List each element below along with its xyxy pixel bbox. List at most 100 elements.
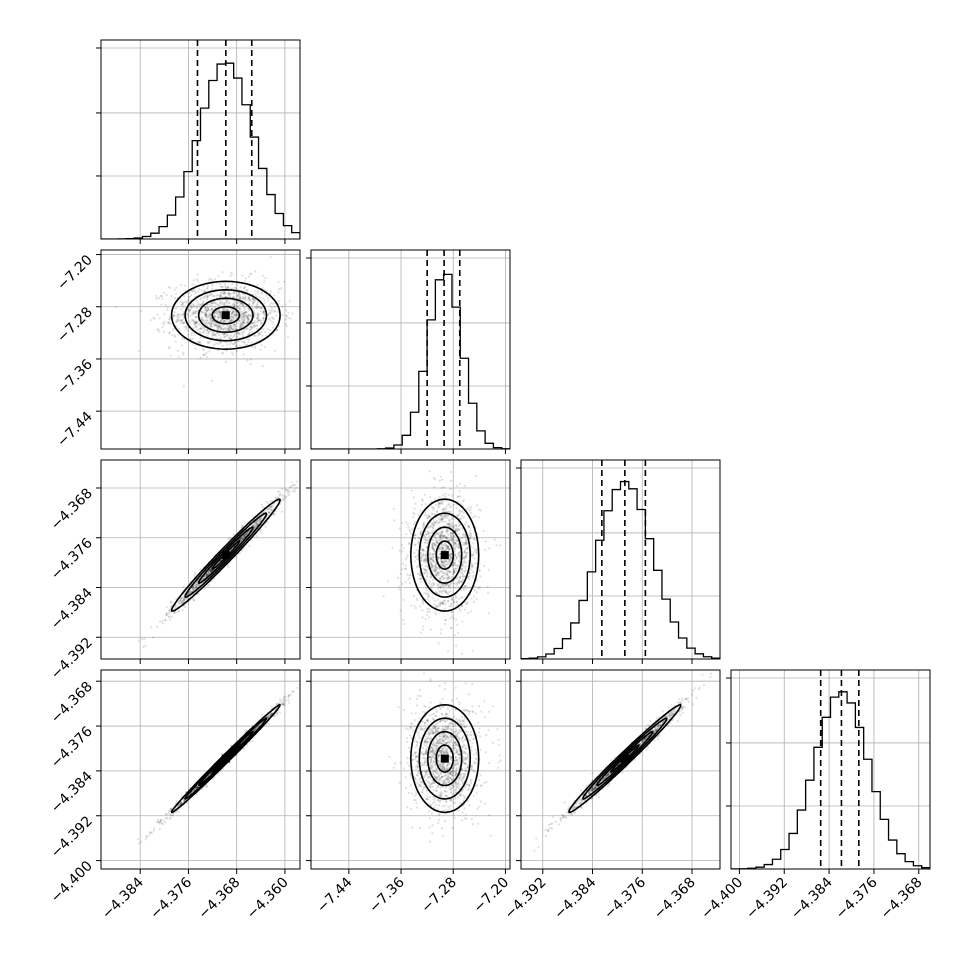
sample-point: [438, 546, 441, 549]
sample-point: [278, 490, 281, 493]
sample-point: [242, 305, 245, 308]
sample-point: [219, 295, 222, 298]
sample-point: [180, 308, 183, 311]
sample-point: [431, 597, 434, 600]
sample-point: [436, 510, 439, 513]
sample-point: [455, 540, 458, 543]
sample-point: [239, 538, 242, 541]
sample-point: [181, 608, 184, 611]
sample-point: [426, 572, 429, 575]
sample-point: [181, 301, 184, 304]
sample-point: [250, 322, 253, 325]
sample-point: [413, 523, 416, 526]
sample-point: [450, 539, 453, 543]
sample-point: [439, 514, 442, 518]
sample-point: [201, 325, 204, 328]
sample-point: [144, 838, 147, 841]
sample-point: [191, 587, 194, 590]
sample-point: [272, 318, 275, 321]
sample-point: [191, 597, 194, 600]
sample-point: [444, 514, 447, 518]
sample-point: [432, 559, 435, 562]
sample-point: [140, 841, 143, 844]
sample-point: [245, 343, 248, 346]
sample-point: [193, 599, 196, 602]
sample-point: [483, 548, 487, 552]
sample-point: [182, 302, 185, 305]
sample-point: [216, 328, 219, 331]
sample-point: [255, 521, 258, 524]
sample-point: [202, 353, 205, 356]
sample-point: [423, 560, 426, 563]
sample-point: [176, 316, 179, 319]
sample-point: [210, 569, 213, 572]
sample-point: [203, 587, 206, 590]
sample-point: [205, 319, 208, 322]
sample-point: [187, 329, 190, 332]
sample-point: [263, 310, 266, 314]
sample-point: [229, 325, 232, 328]
sample-point: [213, 314, 216, 317]
sample-point: [430, 566, 433, 569]
sample-point: [457, 579, 460, 582]
sample-point: [208, 309, 211, 312]
sample-point: [450, 565, 453, 568]
sample-point: [206, 329, 209, 332]
sample-point: [443, 565, 446, 568]
sample-point: [227, 327, 230, 330]
sample-point: [230, 318, 233, 322]
sample-point: [195, 786, 198, 789]
scatter-points: [382, 470, 502, 655]
sample-point: [427, 595, 431, 599]
sample-point: [393, 519, 396, 522]
sample-point: [234, 313, 237, 316]
sample-point: [242, 535, 245, 538]
sample-point: [280, 499, 283, 502]
sample-point: [452, 526, 455, 529]
sample-point: [224, 320, 227, 323]
sample-point: [433, 548, 436, 551]
sample-point: [426, 574, 429, 577]
sample-point: [402, 598, 405, 601]
sample-point: [479, 575, 482, 578]
sample-point: [421, 526, 424, 529]
sample-point: [223, 292, 226, 295]
sample-point: [445, 563, 448, 567]
sample-point: [392, 507, 395, 510]
sample-point: [430, 583, 433, 586]
sample-point: [456, 513, 460, 516]
sample-point: [205, 309, 208, 312]
sample-point: [476, 533, 479, 536]
sample-point: [220, 294, 223, 297]
sample-point: [434, 564, 437, 567]
sample-point: [455, 484, 458, 488]
sample-point: [446, 529, 449, 532]
sample-point: [419, 509, 422, 512]
contour-level: [197, 526, 254, 584]
sample-point: [401, 619, 405, 622]
sample-point: [179, 313, 182, 316]
sample-point: [426, 611, 429, 614]
sample-point: [443, 566, 446, 569]
sample-point: [222, 302, 225, 305]
sample-point: [201, 302, 204, 305]
sample-point: [468, 536, 471, 539]
sample-point: [188, 310, 191, 313]
sample-point: [254, 346, 257, 349]
sample-point: [207, 308, 210, 311]
sample-point: [438, 590, 441, 594]
sample-point: [462, 578, 465, 581]
sample-point: [447, 493, 450, 496]
sample-point: [266, 508, 269, 512]
sample-point: [448, 561, 451, 564]
sample-point: [249, 325, 252, 328]
sample-point: [206, 585, 210, 588]
sample-point: [252, 321, 255, 324]
sample-point: [160, 821, 163, 825]
sample-point: [236, 305, 239, 308]
y-tick-label: −7.44: [54, 409, 96, 451]
sample-point: [441, 530, 444, 534]
sample-point: [194, 582, 197, 585]
sample-point: [438, 521, 441, 524]
